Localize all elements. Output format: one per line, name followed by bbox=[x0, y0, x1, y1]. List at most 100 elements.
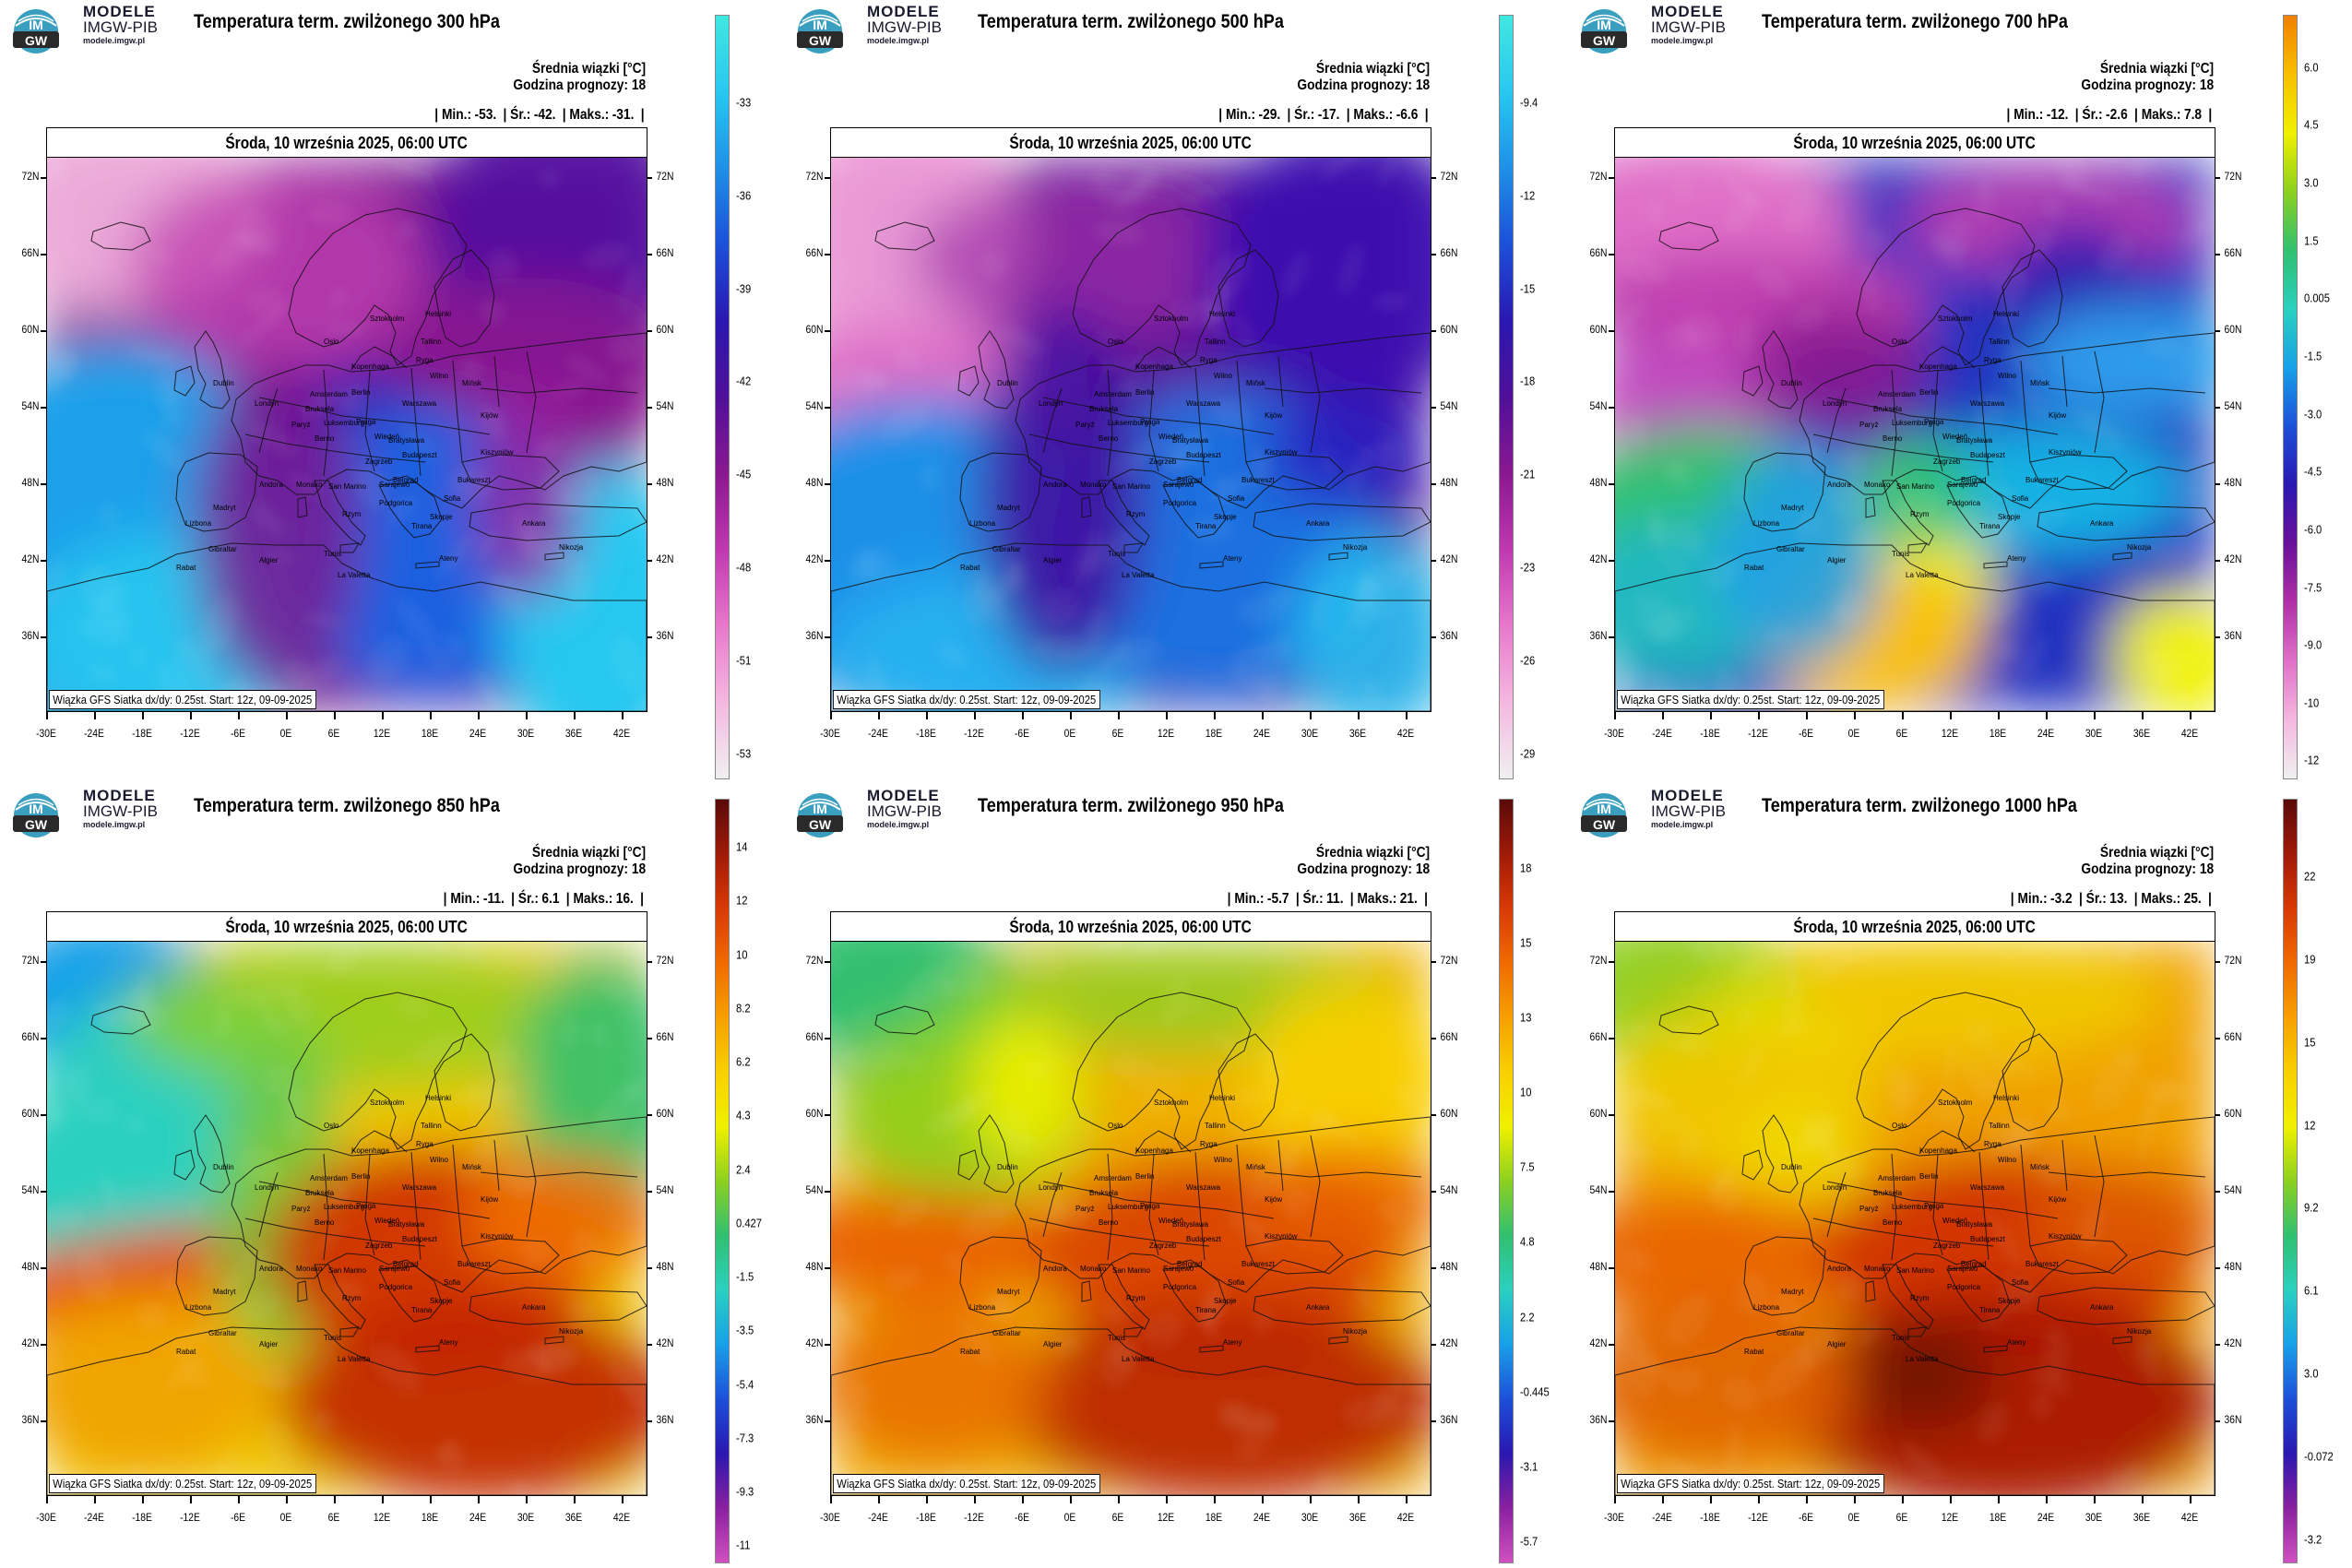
lat-label-left: 66N bbox=[805, 246, 824, 259]
city-label: La Valetta bbox=[1122, 571, 1155, 579]
lon-tick bbox=[1310, 712, 1312, 719]
city-label: Bruksela bbox=[1089, 1189, 1119, 1197]
brand-url[interactable]: modele.imgw.pl bbox=[83, 36, 146, 45]
coastline-path bbox=[1199, 561, 1224, 569]
city-label: Praga bbox=[1924, 1202, 1944, 1210]
colorbar-tick-label: -39 bbox=[736, 281, 752, 296]
lat-tick-right bbox=[647, 254, 652, 255]
valid-date-bar: Środa, 10 września 2025, 06:00 UTC bbox=[46, 911, 647, 942]
city-label: Gibraltar bbox=[992, 1329, 1021, 1337]
lat-label-right: 60N bbox=[1440, 1107, 1458, 1120]
lat-label-left: 60N bbox=[805, 1107, 824, 1120]
brand-name: MODELE bbox=[867, 3, 940, 20]
brand-url[interactable]: modele.imgw.pl bbox=[1651, 820, 1714, 829]
coastline-path bbox=[2037, 1287, 2215, 1325]
lat-label-right: 72N bbox=[656, 954, 674, 967]
colorbar-tick-label: 3.0 bbox=[2304, 1366, 2319, 1381]
brand-url[interactable]: modele.imgw.pl bbox=[1651, 36, 1714, 45]
lat-label-left: 72N bbox=[805, 170, 824, 183]
map-area[interactable]: Wiązka GFS Siatka dx/dy: 0.25st. Start: … bbox=[1614, 157, 2215, 712]
lat-tick-left bbox=[41, 1420, 46, 1422]
lon-label: -30E bbox=[820, 1511, 840, 1524]
lat-tick-left bbox=[825, 1191, 830, 1193]
map-area[interactable]: Wiązka GFS Siatka dx/dy: 0.25st. Start: … bbox=[1614, 941, 2215, 1496]
city-label: Wiedeń bbox=[1942, 1217, 1968, 1225]
city-label: Warszawa bbox=[1970, 1183, 2005, 1192]
lat-tick-left bbox=[825, 177, 830, 179]
lat-label-right: 72N bbox=[2224, 954, 2242, 967]
lat-tick-right bbox=[2215, 330, 2220, 332]
temperature-field bbox=[831, 158, 1431, 711]
city-label: Oslo bbox=[1108, 338, 1123, 346]
lat-tick-left bbox=[41, 1038, 46, 1039]
lat-label-left: 54N bbox=[1589, 399, 1608, 412]
brand-url[interactable]: modele.imgw.pl bbox=[867, 820, 930, 829]
colorbar-tick-label: -29 bbox=[1520, 746, 1536, 761]
lat-tick-right bbox=[647, 560, 652, 562]
colorbar-tick-label: -0.445 bbox=[1520, 1384, 1550, 1399]
brand-url[interactable]: modele.imgw.pl bbox=[83, 820, 146, 829]
lat-label-right: 36N bbox=[656, 629, 674, 642]
city-label: Kopenhaga bbox=[351, 362, 389, 371]
city-label: Sofia bbox=[1228, 494, 1245, 503]
coastline-path bbox=[173, 365, 196, 397]
lon-tick bbox=[1662, 1496, 1664, 1503]
city-label: Paryż bbox=[1859, 421, 1879, 429]
city-label: Bratysława bbox=[388, 1220, 425, 1229]
map-area[interactable]: Wiązka GFS Siatka dx/dy: 0.25st. Start: … bbox=[830, 157, 1431, 712]
city-label: Warszawa bbox=[402, 1183, 437, 1192]
city-label: Nikozja bbox=[1343, 543, 1368, 552]
city-label: Budapeszt bbox=[1970, 1235, 2005, 1243]
lon-label: 6E bbox=[1895, 727, 1908, 740]
lon-tick bbox=[622, 712, 624, 719]
valid-date-bar: Środa, 10 września 2025, 06:00 UTC bbox=[1614, 127, 2215, 158]
svg-text:IM: IM bbox=[29, 18, 43, 32]
coastline-path bbox=[461, 1238, 560, 1275]
coastline-path bbox=[1277, 355, 1284, 408]
lat-tick-right bbox=[647, 483, 652, 485]
city-label: Rzym bbox=[1126, 1294, 1146, 1302]
coastline-path bbox=[1882, 480, 1934, 546]
coastline-path bbox=[288, 992, 468, 1150]
lat-tick-right bbox=[2215, 1191, 2220, 1193]
lon-tick bbox=[1070, 1496, 1072, 1503]
lat-label-left: 54N bbox=[1589, 1183, 1608, 1196]
mean-label: Średnia wiązki [°C] bbox=[531, 61, 646, 77]
city-label: Algier bbox=[1827, 1340, 1847, 1348]
coastline-path bbox=[1932, 1153, 1943, 1256]
colorbar-tick-label: -3.0 bbox=[2304, 407, 2322, 422]
city-label: Berno bbox=[1883, 434, 1903, 443]
lon-label: -12E bbox=[1748, 727, 1768, 740]
city-label: Podgorica bbox=[1163, 499, 1197, 507]
stats-block: Średnia wiązki [°C] Godzina prognozy: 18 bbox=[1297, 845, 1430, 879]
city-label: Ryga bbox=[416, 356, 434, 364]
map-area[interactable]: Wiązka GFS Siatka dx/dy: 0.25st. Start: … bbox=[46, 941, 647, 1496]
lat-tick-left bbox=[825, 330, 830, 332]
lon-tick bbox=[1118, 1496, 1120, 1503]
coastline-path bbox=[480, 1171, 638, 1178]
city-label: Londyn bbox=[1823, 1183, 1847, 1192]
lat-label-right: 42N bbox=[1440, 552, 1458, 565]
brand-url[interactable]: modele.imgw.pl bbox=[867, 36, 930, 45]
coastline-path bbox=[297, 496, 308, 518]
lat-label-right: 36N bbox=[1440, 629, 1458, 642]
coastline-path bbox=[2002, 249, 2063, 348]
coastline-path bbox=[1812, 1218, 1994, 1247]
panel-title: Temperatura term. zwilżonego 500 hPa bbox=[978, 11, 1284, 32]
temperature-field bbox=[831, 942, 1431, 1495]
lat-label-right: 60N bbox=[1440, 323, 1458, 336]
lon-tick bbox=[574, 712, 576, 719]
city-label: Ankara bbox=[2090, 1303, 2114, 1312]
map-area[interactable]: Wiązka GFS Siatka dx/dy: 0.25st. Start: … bbox=[830, 941, 1431, 1496]
city-label: Bratysława bbox=[1172, 436, 1209, 445]
lat-tick-left bbox=[41, 636, 46, 638]
coastline-path bbox=[1253, 503, 1431, 541]
colorbar-tick-label: 6.0 bbox=[2304, 60, 2319, 75]
lon-tick bbox=[2094, 712, 2096, 719]
lat-tick-left bbox=[825, 254, 830, 255]
coastline-path bbox=[1194, 1151, 1206, 1261]
lon-tick bbox=[1998, 712, 2000, 719]
map-area[interactable]: Wiązka GFS Siatka dx/dy: 0.25st. Start: … bbox=[46, 157, 647, 712]
city-label: Luksemburg bbox=[324, 1203, 365, 1211]
lon-tick bbox=[926, 1496, 928, 1503]
